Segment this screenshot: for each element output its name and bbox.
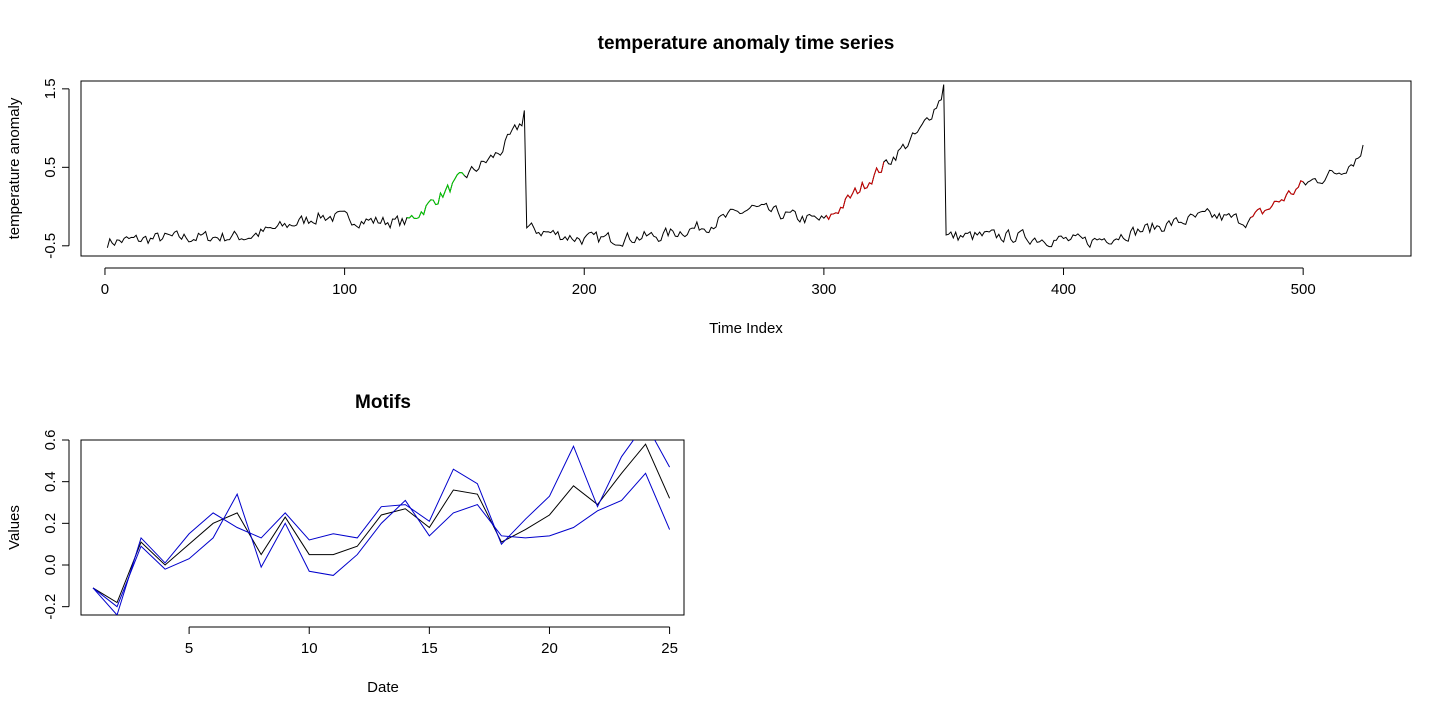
motif-highlight-line (406, 171, 465, 220)
temperature-x-tick-label: 400 (1051, 281, 1076, 298)
motif-line-2 (92, 440, 671, 615)
temperature-y-tick-label: 0.5 (42, 157, 59, 178)
temperature-x-tick-label: 100 (332, 281, 357, 298)
motifs-y-tick-label: -0.2 (42, 594, 59, 620)
temperature-chart: temperature anomaly time series Time Ind… (6, 33, 1412, 337)
motifs-x-axis-label: Date (367, 679, 399, 696)
motif-highlight-line (1250, 180, 1304, 219)
motifs-x-tick-label: 25 (661, 640, 678, 657)
temperature-y-axis-label: temperature anomaly (6, 97, 23, 239)
motifs-x-tick-label: 15 (421, 640, 438, 657)
motifs-x-tick-label: 10 (301, 640, 318, 657)
motifs-chart: Motifs Date Values 5 10 15 20 25 -0.2 0.0 0.2 0.… (6, 392, 685, 696)
motifs-y-tick-label: 0.6 (42, 430, 59, 451)
motifs-y-axis-label: Values (6, 505, 23, 550)
motifs-chart-title: Motifs (355, 392, 411, 413)
motifs-x-tick-label: 5 (185, 640, 193, 657)
motifs-axes: 5 10 15 20 25 -0.2 0.0 0.2 0.4 0.6 (42, 430, 678, 657)
motifs-plot-frame (80, 439, 685, 616)
temperature-x-tick-label: 300 (811, 281, 836, 298)
temperature-chart-title: temperature anomaly time series (598, 33, 895, 54)
motifs-y-tick-label: 0.4 (42, 471, 59, 492)
temperature-series (106, 84, 1364, 249)
temperature-x-axis-label: Time Index (709, 320, 783, 337)
temperature-y-tick-label: -0.5 (42, 233, 59, 259)
motif-line-1 (92, 443, 671, 604)
temperature-plot-frame (80, 80, 1412, 257)
motifs-y-tick-label: 0.0 (42, 555, 59, 576)
temperature-y-tick-label: 1.5 (42, 78, 59, 99)
motifs-y-tick-label: 0.2 (42, 513, 59, 534)
motifs-series (92, 440, 671, 615)
motif-line-3 (92, 472, 671, 608)
temperature-series-line (106, 84, 1364, 249)
temperature-x-tick-label: 0 (101, 281, 109, 298)
motifs-x-tick-label: 20 (541, 640, 558, 657)
temperature-axes: 0 100 200 300 400 500 -0.5 0.5 1.5 (42, 78, 1316, 298)
temperature-x-tick-label: 200 (572, 281, 597, 298)
temperature-x-tick-label: 500 (1291, 281, 1316, 298)
motif-highlight-line (825, 161, 885, 221)
